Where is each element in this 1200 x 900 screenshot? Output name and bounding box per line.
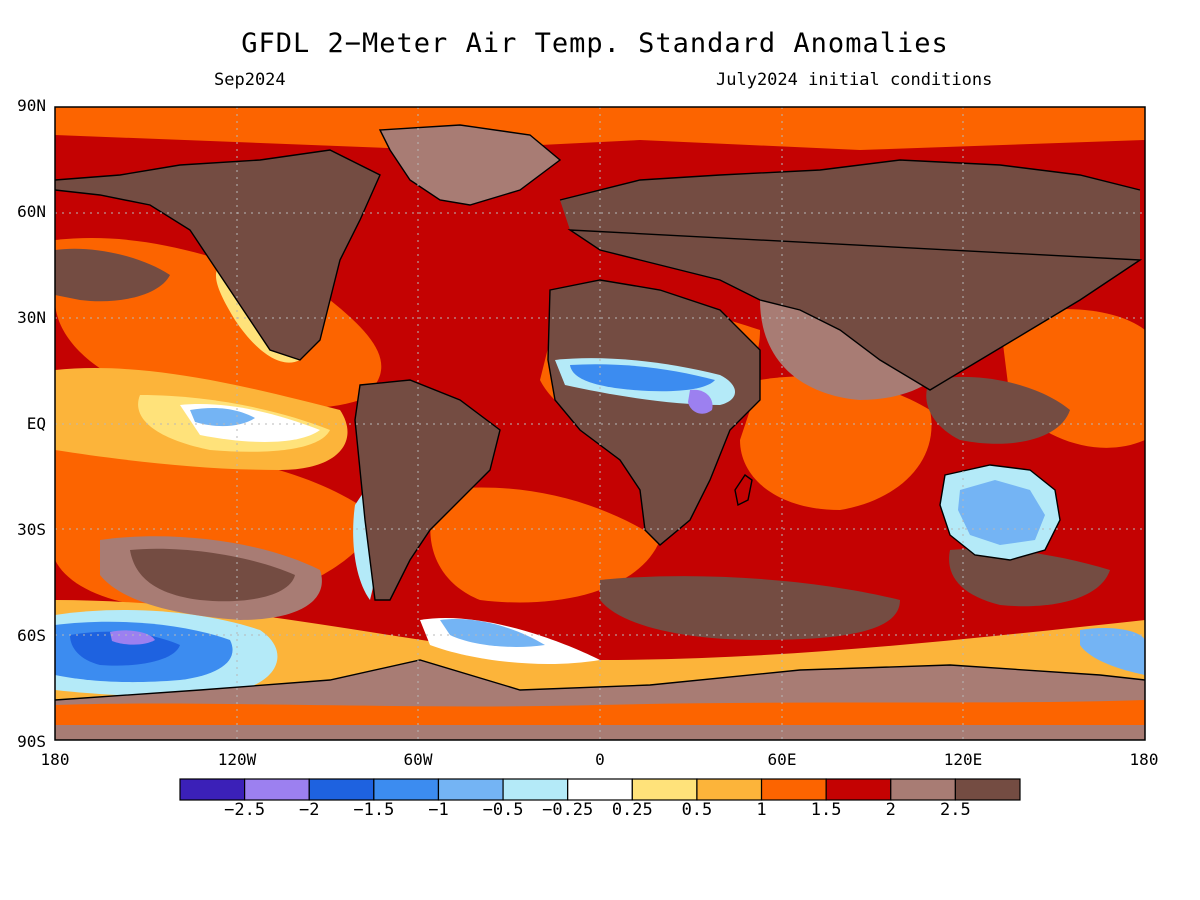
- colorbar-swatch: [890, 778, 956, 801]
- anomaly-maritime-brown: [926, 376, 1070, 444]
- lon-label-120e: 120E: [943, 750, 983, 769]
- anomaly-tasman-brown: [949, 548, 1110, 607]
- colorbar-tick-label: 1: [756, 800, 767, 820]
- lat-label-30s: 30S: [17, 520, 46, 539]
- colorbar-swatch: [696, 778, 763, 801]
- coast-madagascar: [734, 474, 753, 507]
- lon-label-180w: 180: [40, 750, 70, 769]
- coastlines: [55, 124, 1145, 701]
- lon-label-60w: 60W: [403, 750, 433, 769]
- colorbar-tick-label: 2: [885, 800, 896, 820]
- landmass-greenland: [380, 125, 560, 205]
- colorbar-tick-label: −0.25: [542, 800, 594, 820]
- colorbar-swatch: [244, 778, 310, 801]
- map-title: GFDL 2−Meter Air Temp. Standard Anomalie…: [241, 28, 949, 59]
- colorbar-tick-label: −1.5: [353, 800, 395, 820]
- anomaly-npacific-brown: [55, 248, 170, 302]
- lon-label-180e: 180: [1129, 750, 1159, 769]
- init-conditions-label: July2024 initial conditions: [716, 70, 993, 90]
- valid-month-label: Sep2024: [214, 70, 286, 90]
- colorbar: [179, 778, 1021, 801]
- colorbar-swatch: [308, 778, 375, 801]
- lat-label-60n: 60N: [17, 202, 46, 221]
- colorbar-swatch: [760, 778, 827, 801]
- anomaly-south-atlantic-cool: [440, 619, 545, 647]
- anomaly-east-antarctic-cool: [1080, 628, 1145, 675]
- colorbar-tick-label: 2.5: [940, 800, 971, 820]
- coast-antarctica: [55, 659, 1145, 701]
- coast-south-america: [354, 379, 501, 601]
- colorbar-tick-label: −1: [428, 800, 449, 820]
- colorbar-swatch: [825, 778, 892, 801]
- colorbar-swatch: [437, 778, 504, 801]
- landmass-africa: [548, 280, 760, 545]
- landmass-eurasia: [560, 160, 1140, 390]
- colorbar-swatch: [373, 778, 440, 801]
- coast-africa: [547, 279, 761, 546]
- landmass-south-america: [355, 380, 500, 600]
- anomaly-satlantic: [430, 487, 660, 603]
- colorbar-tick-label: 1.5: [810, 800, 842, 820]
- colorbar-tick-label: −2.5: [224, 800, 266, 820]
- anomaly-antarctic-orange: [55, 700, 1145, 725]
- coast-north-america: [55, 149, 381, 361]
- colorbar-tick-label: −2: [298, 800, 320, 820]
- colorbar-tick-label: 0.25: [611, 800, 653, 820]
- lat-label-eq: EQ: [26, 414, 46, 433]
- lon-label-0: 0: [595, 750, 605, 769]
- lat-label-90n: 90N: [17, 96, 46, 115]
- anomaly-sahel-blue: [570, 364, 715, 392]
- anomaly-ross-sea-purple: [110, 630, 155, 645]
- landmass-north-america: [55, 150, 380, 360]
- anomaly-spacific-brown: [130, 548, 295, 602]
- anomaly-indian-ocean: [740, 376, 932, 510]
- map-frame: [54, 106, 1146, 741]
- lon-label-120w: 120W: [217, 750, 257, 769]
- colorbar-swatch: [631, 778, 698, 801]
- colorbar-swatch: [179, 778, 246, 801]
- coast-greenland: [378, 124, 562, 206]
- gridlines: [55, 107, 1145, 740]
- anomaly-pacific-cool: [190, 407, 255, 427]
- anomaly-ethiopia-purple: [688, 389, 713, 414]
- coast-australia: [939, 464, 1061, 561]
- colorbar-tick-label: 0.5: [681, 800, 713, 820]
- colorbar-swatch: [567, 778, 633, 801]
- lat-label-30n: 30N: [17, 308, 46, 327]
- lat-label-90s: 90S: [17, 732, 46, 751]
- lon-label-60e: 60E: [767, 750, 797, 769]
- colorbar-swatch: [502, 778, 569, 801]
- colorbar-tick-label: −0.5: [482, 800, 524, 820]
- coast-eurasia: [559, 159, 1143, 391]
- lat-label-60s: 60S: [17, 626, 46, 645]
- colorbar-swatch: [954, 778, 1021, 801]
- anomaly-sindian-brown: [600, 576, 900, 640]
